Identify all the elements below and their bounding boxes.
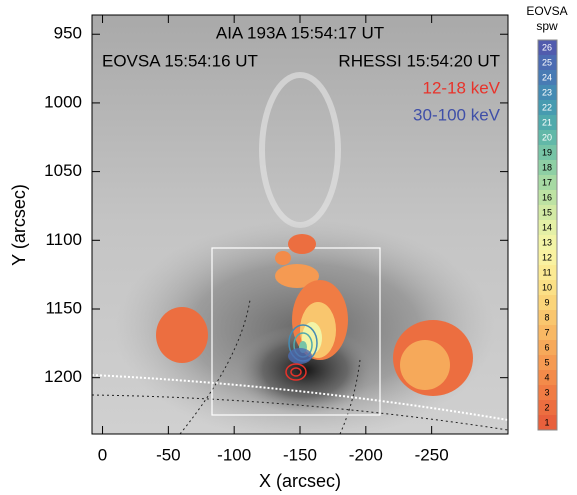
colorbar-cell (538, 310, 557, 325)
colorbar-label: 2 (544, 402, 549, 412)
x-tick-label: 0 (98, 445, 107, 464)
y-axis-label: Y (arcsec) (9, 184, 29, 266)
colorbar-label: 24 (542, 72, 552, 82)
colorbar-label: 10 (542, 282, 552, 292)
colorbar-label: 20 (542, 132, 552, 142)
x-tick-label: -250 (415, 445, 449, 464)
colorbar-label: 1 (544, 417, 549, 427)
colorbar-cell (538, 145, 557, 160)
colorbar-cell (538, 190, 557, 205)
colorbar-cell (538, 295, 557, 310)
x-tick-label: -100 (217, 445, 251, 464)
colorbar-label: 5 (544, 357, 549, 367)
annotation: 30-100 keV (413, 105, 501, 124)
colorbar-label: 19 (542, 147, 552, 157)
y-tick-label: 1000 (44, 92, 82, 111)
colorbar-cell (538, 325, 557, 340)
colorbar-label: 21 (542, 117, 552, 127)
colorbar-title: EOVSA (526, 4, 567, 18)
x-tick-label: -50 (156, 445, 181, 464)
colorbar-label: 11 (542, 267, 551, 277)
colorbar-cell (538, 250, 557, 265)
colorbar-label: 22 (542, 102, 552, 112)
y-tick-label: 1100 (45, 230, 82, 249)
y-tick-label: 1200 (44, 367, 82, 386)
annotation: AIA 193A 15:54:17 UT (216, 23, 384, 42)
y-tick-label: 950 (54, 24, 82, 43)
colorbar-cell (538, 400, 557, 415)
colorbar-label: 17 (542, 177, 552, 187)
colorbar-cell (538, 340, 557, 355)
colorbar-subtitle: spw (536, 19, 558, 33)
annotation: 12-18 keV (423, 78, 501, 97)
colorbar-label: 9 (544, 297, 549, 307)
colorbar-label: 3 (544, 387, 549, 397)
colorbar-label: 8 (544, 312, 549, 322)
colorbar-cell (538, 235, 557, 250)
colorbar-label: 25 (542, 57, 552, 67)
colorbar-cell (538, 385, 557, 400)
colorbar-cell (538, 115, 557, 130)
colorbar-label: 7 (544, 327, 549, 337)
colorbar-label: 15 (542, 207, 552, 217)
colorbar-label: 6 (544, 342, 549, 352)
colorbar-label: 13 (542, 237, 552, 247)
colorbar-cell (538, 55, 557, 70)
colorbar-cell (538, 355, 557, 370)
colorbar-label: 14 (542, 222, 552, 232)
x-tick-label: -200 (349, 445, 383, 464)
colorbar-cell (538, 220, 557, 235)
colorbar-cell (538, 370, 557, 385)
annotation: RHESSI 15:54:20 UT (338, 51, 500, 70)
colorbar-cell (538, 85, 557, 100)
colorbar-cell (538, 175, 557, 190)
solar-image (92, 15, 508, 434)
colorbar-cell (538, 415, 557, 430)
colorbar-cell (538, 130, 557, 145)
annotation: EOVSA 15:54:16 UT (102, 51, 258, 70)
colorbar-label: 16 (542, 192, 552, 202)
colorbar-cell (538, 40, 557, 55)
colorbar-label: 26 (542, 42, 552, 52)
colorbar-cell (538, 70, 557, 85)
x-tick-label: -150 (283, 445, 317, 464)
colorbar-label: 23 (542, 87, 552, 97)
colorbar-cell (538, 265, 557, 280)
colorbar-label: 12 (542, 252, 552, 262)
y-tick-label: 1150 (45, 298, 82, 317)
colorbar-label: 4 (544, 372, 549, 382)
colorbar-cell (538, 100, 557, 115)
y-tick-label: 1050 (44, 161, 82, 180)
colorbar-cell (538, 280, 557, 295)
colorbar-frame (537, 39, 558, 431)
colorbar-cell (538, 160, 557, 175)
colorbar-cell (538, 205, 557, 220)
colorbar-label: 18 (542, 162, 552, 172)
x-axis-label: X (arcsec) (259, 471, 341, 491)
